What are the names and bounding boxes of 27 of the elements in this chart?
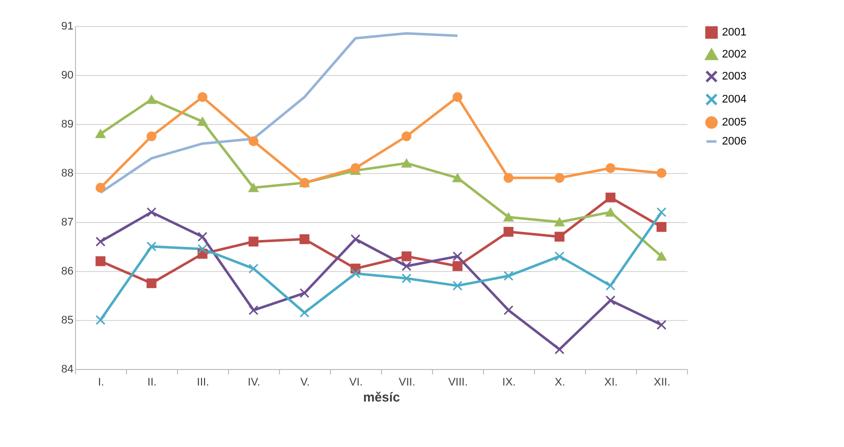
y-tick-label: 90 xyxy=(61,70,74,82)
x-tick-label: IV. xyxy=(248,376,260,388)
y-tick-label: 88 xyxy=(61,168,74,180)
y-tick-label: 87 xyxy=(61,216,74,228)
x-tick-label: II. xyxy=(147,376,157,388)
y-tick-label: 91 xyxy=(61,20,74,32)
x-tick-label: III. xyxy=(196,376,210,388)
y-tick-label: 89 xyxy=(61,118,74,130)
x-tick-label: VI. xyxy=(349,376,363,388)
legend-label: 2001 xyxy=(722,26,746,38)
y-tick-label: 84 xyxy=(61,364,74,376)
legend-label: 2003 xyxy=(722,70,746,82)
x-tick-label: IX. xyxy=(502,376,516,388)
x-tick-label: XI. xyxy=(604,376,618,388)
legend-label: 2004 xyxy=(722,94,746,106)
y-tick-label: 86 xyxy=(61,266,74,278)
x-tick-label: XII. xyxy=(654,376,670,388)
x-tick-label: V. xyxy=(300,376,310,388)
x-axis-title: měsíc xyxy=(363,390,400,404)
x-tick-label: VII. xyxy=(398,376,416,388)
x-tick-label: I. xyxy=(98,376,104,388)
x-tick-label: VIII. xyxy=(448,376,468,388)
x-tick-label: X. xyxy=(554,376,566,388)
legend-label: 2005 xyxy=(722,116,746,128)
legend-label: 2002 xyxy=(722,48,746,60)
legend-label: 2006 xyxy=(722,136,746,148)
y-tick-label: 85 xyxy=(61,314,74,326)
